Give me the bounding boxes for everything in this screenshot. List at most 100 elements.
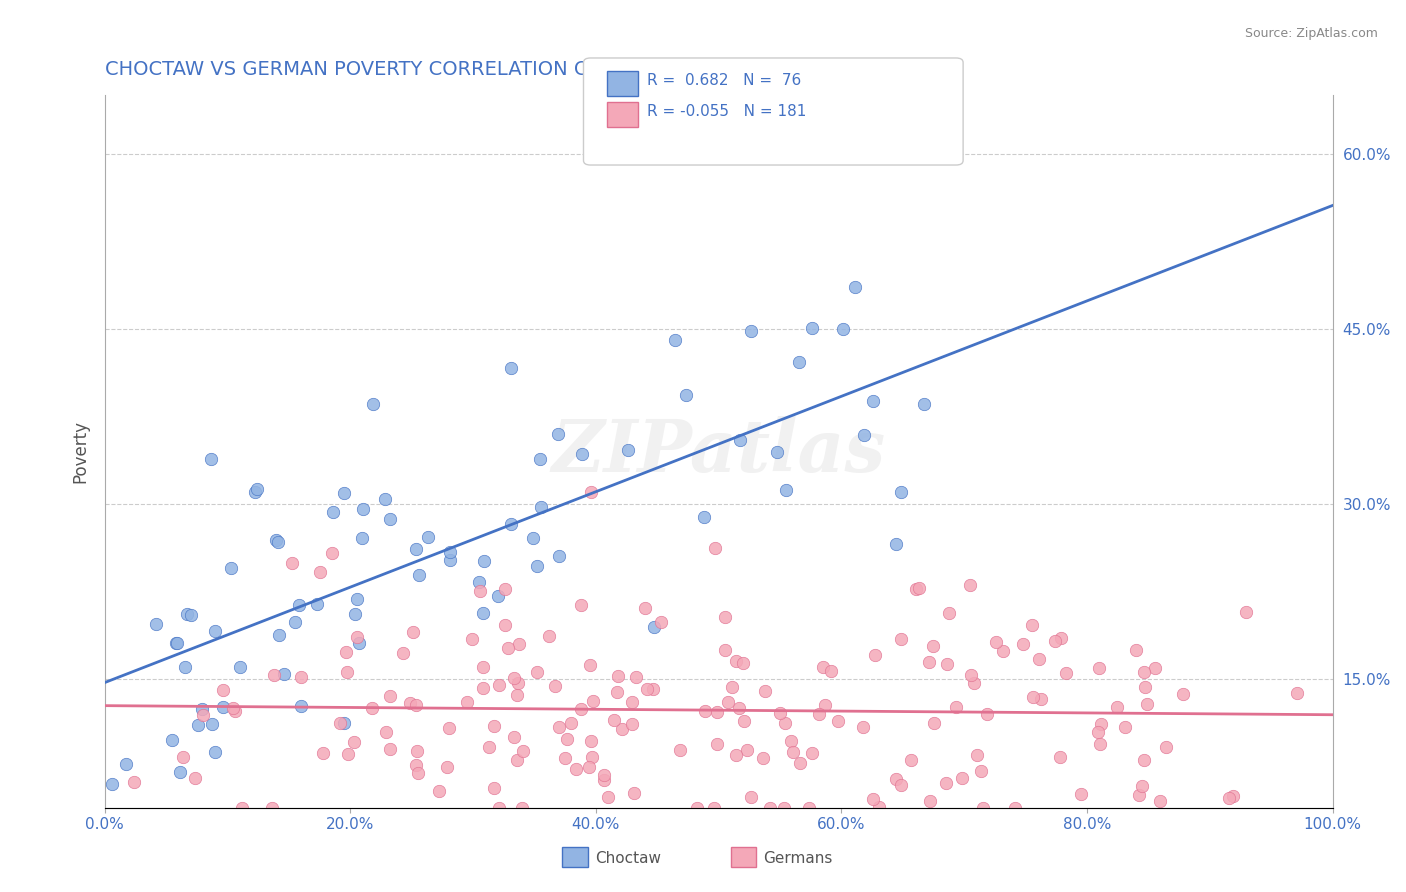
Point	[607, 669, 630, 683]
Point	[636, 681, 658, 696]
Point	[579, 485, 602, 500]
Point	[800, 321, 823, 335]
Point	[703, 800, 725, 814]
Point	[482, 719, 505, 733]
Point	[1050, 631, 1073, 645]
Point	[262, 800, 284, 814]
Point	[1173, 687, 1195, 701]
Point	[468, 575, 491, 590]
Point	[754, 684, 776, 698]
Point	[547, 427, 569, 442]
Point	[890, 485, 912, 500]
Point	[713, 642, 735, 657]
Point	[963, 676, 986, 690]
Point	[273, 666, 295, 681]
Point	[787, 355, 810, 369]
Point	[336, 665, 359, 680]
Point	[1149, 794, 1171, 808]
Point	[912, 397, 935, 411]
Point	[349, 636, 371, 650]
Point	[1133, 753, 1156, 767]
Point	[201, 716, 224, 731]
Point	[405, 757, 427, 772]
Point	[626, 670, 648, 684]
Point	[1012, 637, 1035, 651]
Point	[1133, 681, 1156, 695]
Point	[510, 800, 533, 814]
Point	[703, 541, 725, 556]
Point	[267, 628, 290, 642]
Point	[555, 731, 578, 746]
Point	[352, 501, 374, 516]
Point	[890, 632, 912, 646]
Point	[612, 723, 634, 737]
Point	[1156, 739, 1178, 754]
Point	[569, 701, 592, 715]
Point	[775, 716, 797, 731]
Point	[706, 705, 728, 719]
Point	[405, 542, 427, 557]
Point	[578, 657, 600, 672]
Point	[596, 789, 619, 804]
Point	[427, 784, 450, 798]
Point	[307, 597, 329, 611]
Point	[565, 762, 588, 776]
Point	[603, 713, 626, 727]
Point	[290, 699, 312, 714]
Point	[529, 451, 551, 466]
Point	[1105, 699, 1128, 714]
Point	[617, 443, 640, 458]
Point	[494, 618, 516, 632]
Point	[193, 707, 215, 722]
Point	[890, 778, 912, 792]
Text: CHOCTAW VS GERMAN POVERTY CORRELATION CHART: CHOCTAW VS GERMAN POVERTY CORRELATION CH…	[104, 60, 638, 78]
Point	[224, 704, 246, 718]
Point	[337, 747, 360, 761]
Point	[733, 714, 755, 729]
Point	[284, 615, 307, 630]
Point	[378, 742, 401, 756]
Point	[922, 715, 945, 730]
Point	[686, 800, 709, 814]
Point	[554, 751, 576, 765]
Point	[582, 693, 605, 707]
Point	[1285, 686, 1308, 700]
Point	[1070, 788, 1092, 802]
Point	[813, 660, 835, 674]
Point	[263, 667, 285, 681]
Point	[1088, 737, 1111, 751]
Point	[569, 598, 592, 612]
Text: R = -0.055   N = 181: R = -0.055 N = 181	[647, 104, 806, 119]
Point	[101, 777, 124, 791]
Point	[1090, 717, 1112, 731]
Point	[405, 698, 427, 712]
Point	[966, 747, 988, 762]
Point	[706, 737, 728, 751]
Point	[643, 681, 665, 696]
Point	[499, 516, 522, 531]
Point	[416, 529, 439, 543]
Point	[571, 447, 593, 461]
Point	[375, 725, 398, 739]
Point	[766, 444, 789, 458]
Point	[312, 746, 335, 760]
Point	[406, 744, 429, 758]
Point	[506, 675, 529, 690]
Point	[191, 701, 214, 715]
Point	[779, 733, 801, 747]
Point	[623, 786, 645, 800]
Point	[733, 656, 755, 670]
Point	[333, 486, 356, 500]
Point	[361, 396, 384, 410]
Point	[560, 715, 582, 730]
Point	[669, 743, 692, 757]
Point	[724, 654, 747, 668]
Point	[176, 607, 198, 622]
Point	[1028, 652, 1050, 666]
Point	[578, 760, 600, 774]
Point	[920, 794, 942, 808]
Point	[789, 756, 811, 770]
Point	[166, 635, 188, 649]
Point	[374, 492, 396, 507]
Point	[862, 393, 884, 408]
